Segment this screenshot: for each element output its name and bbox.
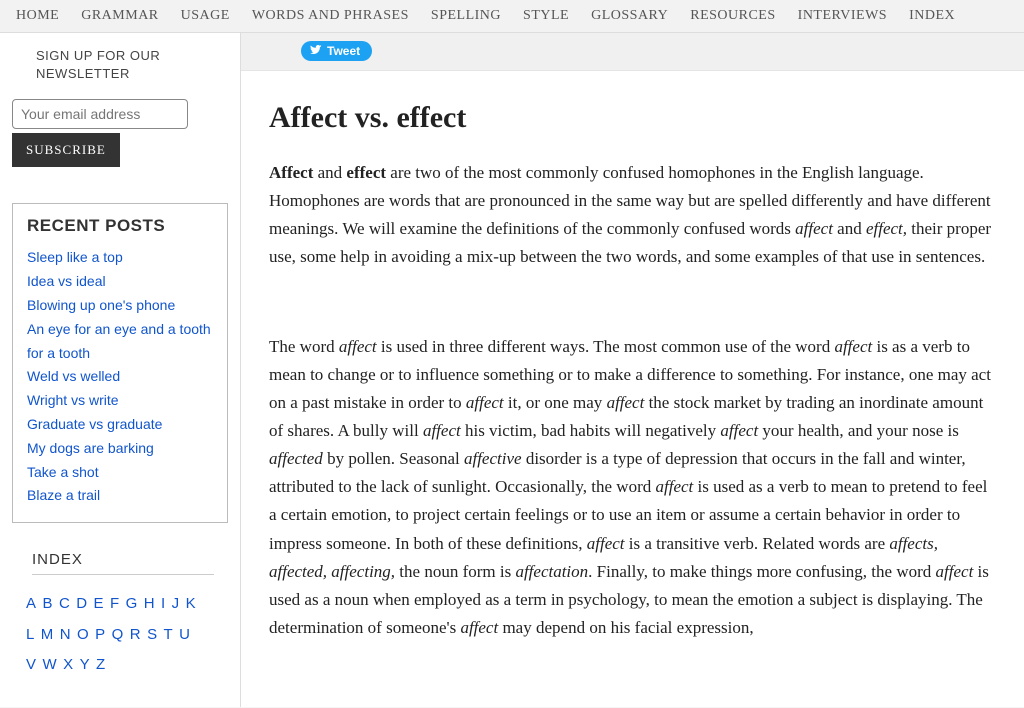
nav-link[interactable]: USAGE: [181, 8, 230, 24]
recent-post-link[interactable]: Weld vs welled: [27, 365, 213, 389]
index-letter[interactable]: P: [95, 626, 105, 643]
nav-link[interactable]: WORDS AND PHRASES: [252, 8, 409, 24]
share-bar: Tweet: [241, 33, 1024, 71]
recent-post-link[interactable]: Take a shot: [27, 461, 213, 485]
index-title: INDEX: [32, 551, 214, 575]
recent-posts-list: Sleep like a topIdea vs idealBlowing up …: [27, 246, 213, 508]
recent-post-link[interactable]: Idea vs ideal: [27, 270, 213, 294]
subscribe-button[interactable]: SUBSCRIBE: [12, 133, 120, 167]
index-letter[interactable]: C: [59, 595, 70, 612]
recent-post-link[interactable]: Blaze a trail: [27, 484, 213, 508]
tweet-label: Tweet: [327, 44, 360, 58]
sidebar: SIGN UP FOR OUR NEWSLETTER SUBSCRIBE REC…: [0, 33, 240, 707]
index-letter[interactable]: D: [76, 595, 87, 612]
index-letter[interactable]: Q: [112, 626, 124, 643]
index-letter[interactable]: S: [147, 626, 157, 643]
recent-posts-box: RECENT POSTS Sleep like a topIdea vs ide…: [12, 203, 228, 523]
index-letter[interactable]: R: [130, 626, 141, 643]
index-letter[interactable]: J: [172, 595, 180, 612]
newsletter-title: SIGN UP FOR OUR NEWSLETTER: [36, 47, 228, 83]
index-letter[interactable]: E: [94, 595, 104, 612]
index-letter[interactable]: I: [161, 595, 165, 612]
index-letter[interactable]: H: [144, 595, 155, 612]
recent-post-link[interactable]: My dogs are barking: [27, 437, 213, 461]
index-letter[interactable]: T: [164, 626, 173, 643]
index-letter[interactable]: U: [179, 626, 190, 643]
recent-post-link[interactable]: Graduate vs graduate: [27, 413, 213, 437]
nav-link[interactable]: HOME: [16, 8, 59, 24]
tweet-button[interactable]: Tweet: [301, 41, 372, 61]
index-letter[interactable]: B: [42, 595, 52, 612]
nav-link[interactable]: RESOURCES: [690, 8, 775, 24]
recent-post-link[interactable]: Sleep like a top: [27, 246, 213, 270]
nav-link[interactable]: GRAMMAR: [81, 8, 158, 24]
top-nav: HOME GRAMMAR USAGE WORDS AND PHRASES SPELLIN…: [0, 0, 1024, 33]
spacer: [269, 299, 996, 333]
index-letter[interactable]: Y: [80, 656, 90, 673]
article: Affect vs. effect Affect and effect are …: [241, 71, 1024, 642]
recent-posts-title: RECENT POSTS: [27, 216, 213, 236]
nav-link[interactable]: SPELLING: [431, 8, 501, 24]
article-intro: Affect and effect are two of the most co…: [269, 159, 996, 271]
index-letter[interactable]: K: [186, 595, 196, 612]
recent-post-link[interactable]: Blowing up one's phone: [27, 294, 213, 318]
index-letter[interactable]: L: [26, 626, 34, 643]
article-title: Affect vs. effect: [269, 101, 996, 135]
index-letter[interactable]: X: [63, 656, 73, 673]
nav-link[interactable]: STYLE: [523, 8, 569, 24]
recent-post-link[interactable]: Wright vs write: [27, 389, 213, 413]
twitter-icon: [309, 45, 323, 57]
email-field[interactable]: [12, 99, 188, 129]
index-letter[interactable]: M: [41, 626, 54, 643]
index-section: INDEX A B C D E F G H I J K L M N O P Q …: [12, 551, 228, 680]
index-letters: A B C D E F G H I J K L M N O P Q R S T …: [26, 589, 214, 680]
index-letter[interactable]: A: [26, 595, 36, 612]
nav-link[interactable]: INDEX: [909, 8, 955, 24]
index-letter[interactable]: W: [42, 656, 56, 673]
index-letter[interactable]: N: [60, 626, 71, 643]
index-letter[interactable]: O: [77, 626, 89, 643]
recent-post-link[interactable]: An eye for an eye and a tooth for a toot…: [27, 318, 213, 366]
nav-link[interactable]: INTERVIEWS: [798, 8, 887, 24]
page-body: SIGN UP FOR OUR NEWSLETTER SUBSCRIBE REC…: [0, 33, 1024, 707]
index-letter[interactable]: V: [26, 656, 36, 673]
index-letter[interactable]: Z: [96, 656, 105, 673]
article-body: The word affect is used in three differe…: [269, 333, 996, 642]
main-content: Tweet Affect vs. effect Affect and effec…: [240, 33, 1024, 707]
index-letter[interactable]: G: [126, 595, 138, 612]
nav-link[interactable]: GLOSSARY: [591, 8, 668, 24]
index-letter[interactable]: F: [110, 595, 119, 612]
